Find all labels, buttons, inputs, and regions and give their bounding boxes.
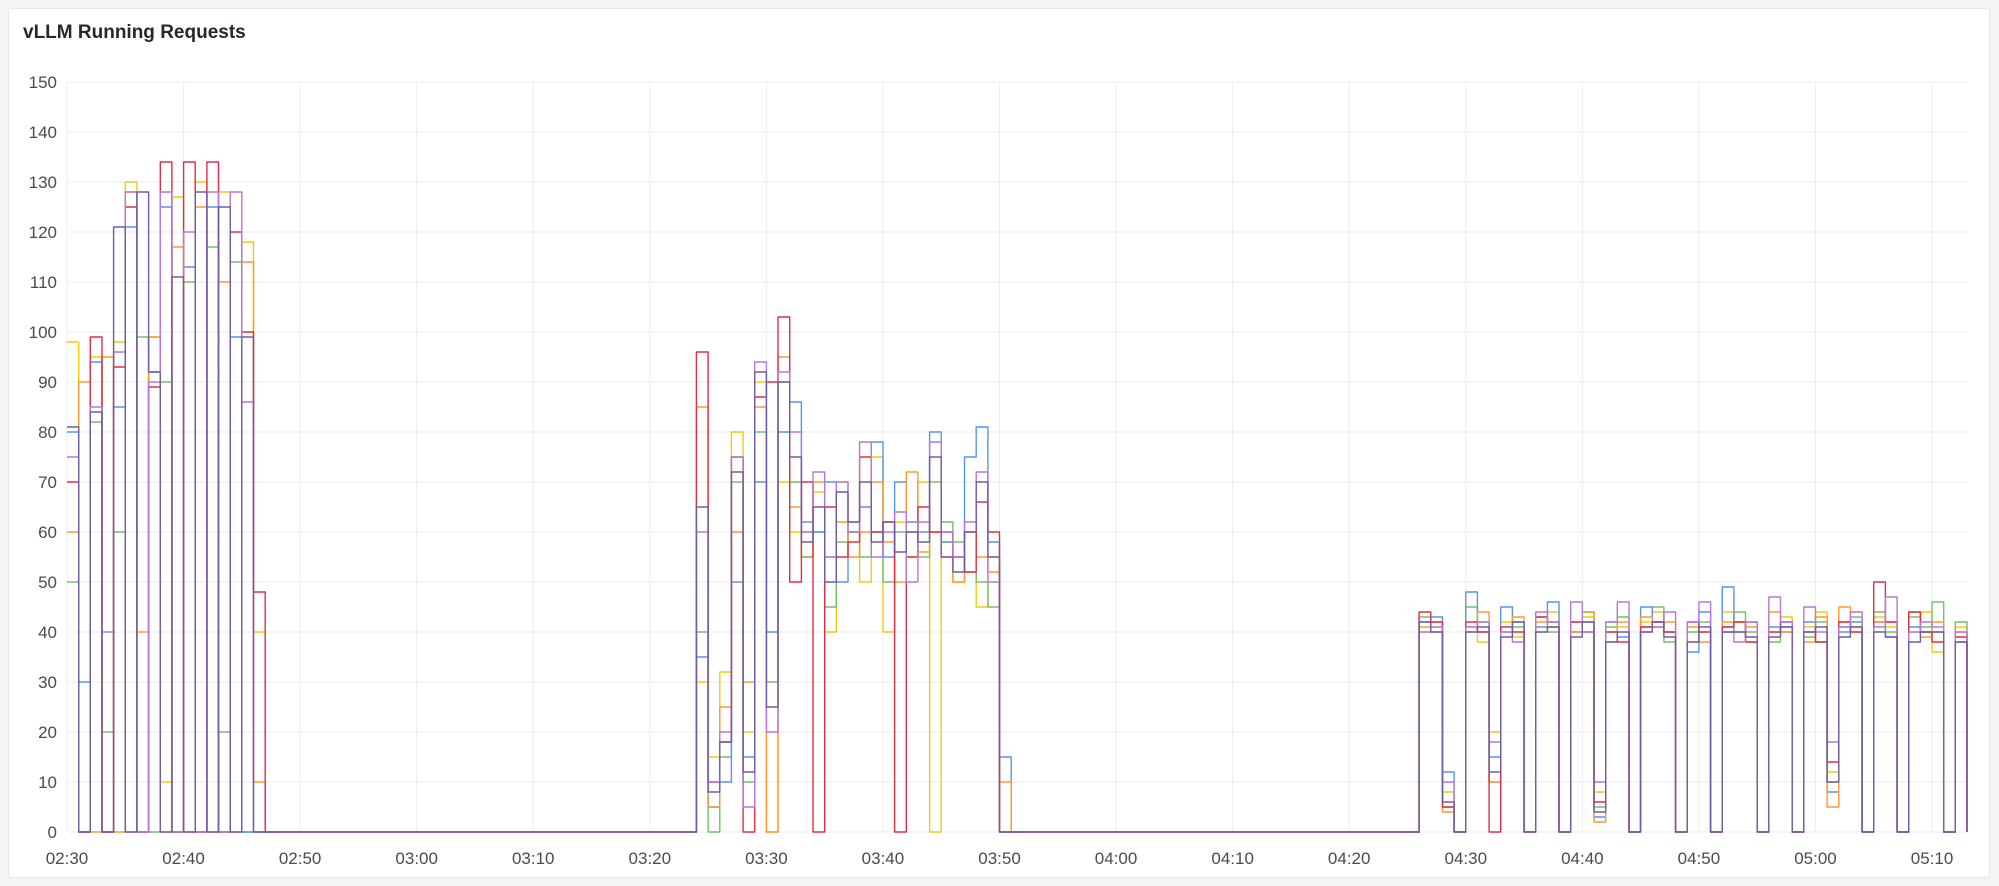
y-tick-label: 130 [29,173,57,192]
x-tick-label: 03:00 [395,849,438,868]
x-axis: 02:30 02:40 02:50 03:00 03:10 03:20 03:30 03:40… [46,849,1954,868]
y-tick-label: 100 [29,323,57,342]
y-tick-label: 50 [38,573,57,592]
x-tick-label: 04:30 [1444,849,1487,868]
y-tick-label: 120 [29,223,57,242]
y-tick-label: 90 [38,373,57,392]
series-line-2 [67,206,1968,833]
x-tick-label: 03:40 [862,849,905,868]
y-tick-label: 10 [38,773,57,792]
x-tick-label: 04:50 [1678,849,1721,868]
series-line-1 [67,246,1968,833]
series-lines [67,161,1968,833]
x-tick-label: 04:00 [1095,849,1138,868]
panel-title[interactable]: vLLM Running Requests [23,22,246,43]
x-tick-label: 03:30 [745,849,788,868]
x-tick-label: 04:40 [1561,849,1604,868]
y-tick-label: 30 [38,673,57,692]
y-tick-label: 150 [29,73,57,92]
y-tick-label: 0 [48,823,57,842]
y-tick-label: 20 [38,723,57,742]
x-tick-label: 05:00 [1794,849,1837,868]
x-tick-label: 02:50 [279,849,322,868]
y-axis: 0 10 20 30 40 50 60 70 80 90 100 110 120 130 140 150 [29,73,57,842]
y-tick-label: 140 [29,123,57,142]
series-line-0 [67,181,1968,833]
x-tick-label: 04:20 [1328,849,1371,868]
y-tick-label: 70 [38,473,57,492]
y-tick-label: 40 [38,623,57,642]
x-tick-label: 03:50 [978,849,1021,868]
y-tick-label: 110 [30,273,57,292]
x-tick-label: 04:10 [1211,849,1254,868]
x-tick-label: 02:40 [162,849,205,868]
y-tick-label: 60 [38,523,57,542]
x-tick-label: 03:20 [629,849,672,868]
y-tick-label: 80 [38,423,57,442]
series-line-3 [67,191,1968,833]
x-tick-label: 05:10 [1911,849,1954,868]
grid [66,81,1967,833]
x-tick-label: 02:30 [46,849,89,868]
x-tick-label: 03:10 [512,849,555,868]
series-line-6 [67,191,1968,833]
series-line-5 [67,191,1968,833]
